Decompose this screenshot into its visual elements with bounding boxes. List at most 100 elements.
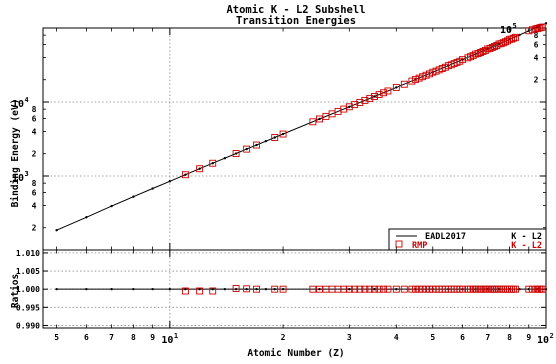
rmp-data-point [400, 80, 408, 88]
x-tick-label-base: 10 [161, 335, 173, 346]
eadl-ratio-point [85, 287, 88, 291]
eadl-ratio-point [318, 287, 321, 291]
x-axis: 10 1 10 25 6 7 8 9 2 3 4 5 6 7 8 9 [54, 28, 554, 346]
eadl-data-point [223, 156, 227, 160]
eadl-ratio-point [373, 287, 376, 291]
eadl-data-point [245, 147, 248, 151]
x-tick-label: 9 [150, 333, 155, 342]
rmp-ratio-point [340, 285, 348, 293]
rmp-data-point [345, 103, 353, 111]
y-tick-label: 1.010 [16, 249, 40, 258]
rmp-ratio-point [375, 285, 383, 293]
eadl-data-point [348, 105, 351, 108]
y-tick-label-base: 10 [500, 25, 512, 36]
eadl-data-point [211, 162, 214, 165]
y-tick-label: 0.990 [16, 321, 40, 330]
x-tick-label-exponent: 2 [550, 332, 554, 340]
rmp-data-point [356, 99, 364, 106]
rmp-data-point [510, 34, 518, 42]
ratio-panel: 0.990 0.995 1.000 1.005 1.010 [16, 249, 548, 330]
y-tick-label: 8 [32, 105, 37, 114]
y-tick-label-exponent: 4 [25, 96, 29, 104]
rmp-data-point [366, 94, 374, 102]
eadl-data-point [110, 204, 113, 208]
rmp-ratio-point [412, 285, 420, 293]
rmp-data-point [459, 56, 467, 64]
y-tick-label: 6 [32, 114, 37, 123]
x-tick-label: 8 [131, 333, 136, 342]
y-tick-label: 4 [534, 53, 539, 62]
rmp-data-point [488, 43, 496, 51]
x-tick-label: 4 [394, 333, 399, 342]
eadl-data-point [264, 139, 268, 143]
y-axis-label-ratios: Ratios [10, 274, 21, 308]
rmp-ratio-point [392, 285, 400, 293]
eadl-data-point [151, 187, 154, 190]
rmp-data-point [243, 145, 251, 153]
y-tick-label: 2 [534, 76, 539, 85]
legend-rmp-swatch [395, 240, 403, 248]
y-tick-label: 4 [32, 127, 37, 136]
rmp-ratio-point [361, 285, 369, 293]
rmp-ratio-point [384, 285, 392, 293]
eadl-ratio-point [273, 287, 276, 291]
eadl-data-point [281, 132, 285, 136]
rmp-data-point [181, 171, 189, 179]
rmp-data-point [486, 44, 494, 52]
rmp-ratio-point [279, 285, 287, 293]
y-tick-label: 2 [32, 150, 37, 159]
eadl-ratio-point [245, 287, 248, 291]
rmp-data-point [479, 47, 487, 55]
eadl-ratio-point [211, 287, 214, 291]
eadl-ratio-point [255, 287, 258, 291]
y-tick-label: 2 [32, 224, 37, 233]
rmp-ratio-point [356, 285, 364, 293]
rmp-data-point [351, 101, 359, 109]
rmp-data-point [361, 96, 369, 104]
rmp-data-point [415, 74, 423, 82]
chart-title: Atomic K - L2 Subshell [226, 4, 365, 16]
rmp-data-point [539, 23, 547, 31]
rmp-ratio-point [253, 285, 260, 293]
y-tick-label-exponent: 5 [513, 22, 517, 30]
rmp-data-point [209, 159, 217, 167]
eadl-data-point [318, 117, 321, 121]
rmp-data-point [232, 150, 240, 157]
rmp-ratio-point [309, 285, 317, 293]
rmp-data-point [474, 50, 482, 57]
y-tick-label: 6 [534, 40, 539, 49]
y-tick-label-base: 10 [12, 173, 24, 184]
rmp-data-point [279, 130, 287, 138]
rmp-ratio-point [371, 285, 378, 293]
y-tick-label: 8 [32, 179, 37, 188]
rmp-data-point [253, 141, 260, 149]
x-axis-label: Atomic Number (Z) [247, 348, 344, 359]
eadl-data-point [168, 180, 172, 183]
y-axis-label-energy: Binding Energy (eV) [10, 99, 21, 208]
x-tick-label: 3 [347, 333, 352, 342]
rmp-data-point [469, 52, 477, 60]
y-tick-label: 1.005 [16, 267, 40, 276]
x-tick-label: 5 [54, 333, 59, 342]
legend-eadl-name: EADL2017 [425, 232, 466, 242]
rmp-data-point [481, 46, 489, 54]
eadl-ratio-point [281, 287, 285, 291]
x-tick-label: 5 [430, 333, 435, 342]
x-tick-label: 2 [281, 333, 286, 342]
y-tick-label: 8 [534, 31, 539, 40]
rmp-data-point [271, 134, 279, 141]
x-tick-label: 7 [109, 333, 114, 342]
rmp-data-point [412, 75, 420, 83]
rmp-data-point [472, 50, 480, 58]
eadl-data-point [55, 229, 58, 232]
x-tick-label: 8 [507, 333, 512, 342]
rmp-data-point [309, 118, 317, 126]
rmp-data-point [340, 105, 348, 113]
y-tick-label: 1.000 [16, 285, 40, 294]
rmp-ratio-point [408, 285, 416, 293]
rmp-ratio-point [415, 285, 423, 293]
eadl-data-point [273, 136, 276, 139]
eadl-ratio-point [151, 287, 154, 291]
y-tick-label-base: 10 [12, 99, 24, 110]
